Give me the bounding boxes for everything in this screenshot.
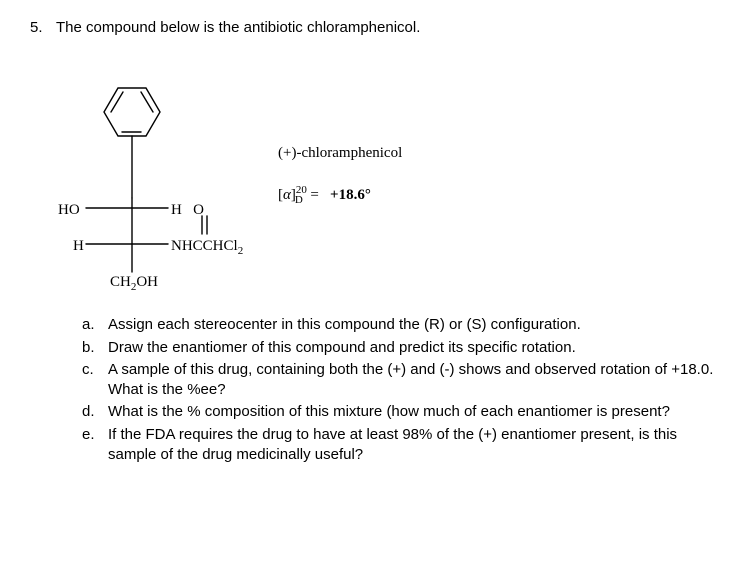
part-d: d. What is the % composition of this mix…	[82, 402, 716, 422]
label-ho: HO	[58, 200, 80, 220]
label-o-double: O	[193, 202, 204, 218]
part-a-text: Assign each stereocenter in this compoun…	[108, 315, 716, 335]
part-b-letter: b.	[82, 338, 108, 358]
label-nhcchcl2-main: NHCCHCl	[171, 238, 238, 254]
part-b-text: Draw the enantiomer of this compound and…	[108, 338, 716, 358]
label-h-top-text: H	[171, 202, 182, 218]
label-nhcchcl2-sub: 2	[238, 245, 244, 257]
question-number: 5.	[30, 18, 56, 38]
side-info: (+)-chloramphenicol [α]20D = +18.6°	[278, 143, 402, 208]
part-c-text: A sample of this drug, containing both t…	[108, 360, 716, 401]
question-stem: The compound below is the antibiotic chl…	[56, 18, 716, 38]
question-row: 5. The compound below is the antibiotic …	[30, 18, 716, 38]
part-c: c. A sample of this drug, containing bot…	[82, 360, 716, 401]
part-a-letter: a.	[82, 315, 108, 335]
rotation-expression: [α]20D = +18.6°	[278, 183, 402, 208]
label-h-left: H	[73, 236, 84, 256]
rot-alpha: α	[283, 187, 291, 203]
subparts: a. Assign each stereocenter in this comp…	[82, 315, 716, 465]
diagram-zone: HO H O H NHCCHCl2 CH2OH (+)-chlorampheni…	[40, 58, 716, 293]
label-h-top: H O	[171, 200, 204, 220]
part-b: b. Draw the enantiomer of this compound …	[82, 338, 716, 358]
label-ch2oh: CH2OH	[110, 272, 158, 295]
part-d-letter: d.	[82, 402, 108, 422]
rot-sub: D	[295, 194, 303, 206]
part-e-text: If the FDA requires the drug to have at …	[108, 425, 716, 466]
rot-eq: =	[310, 187, 318, 203]
part-e-letter: e.	[82, 425, 108, 466]
part-e: e. If the FDA requires the drug to have …	[82, 425, 716, 466]
compound-name: (+)-chloramphenicol	[278, 143, 402, 163]
molecule-diagram: HO H O H NHCCHCl2 CH2OH	[40, 58, 270, 293]
label-nhcchcl2: NHCCHCl2	[171, 236, 243, 259]
part-c-letter: c.	[82, 360, 108, 401]
part-d-text: What is the % composition of this mixtur…	[108, 402, 716, 422]
part-a: a. Assign each stereocenter in this comp…	[82, 315, 716, 335]
rot-val: +18.6°	[330, 187, 371, 203]
label-ch2oh-oh: OH	[136, 274, 158, 290]
label-ch2oh-ch: CH	[110, 274, 131, 290]
